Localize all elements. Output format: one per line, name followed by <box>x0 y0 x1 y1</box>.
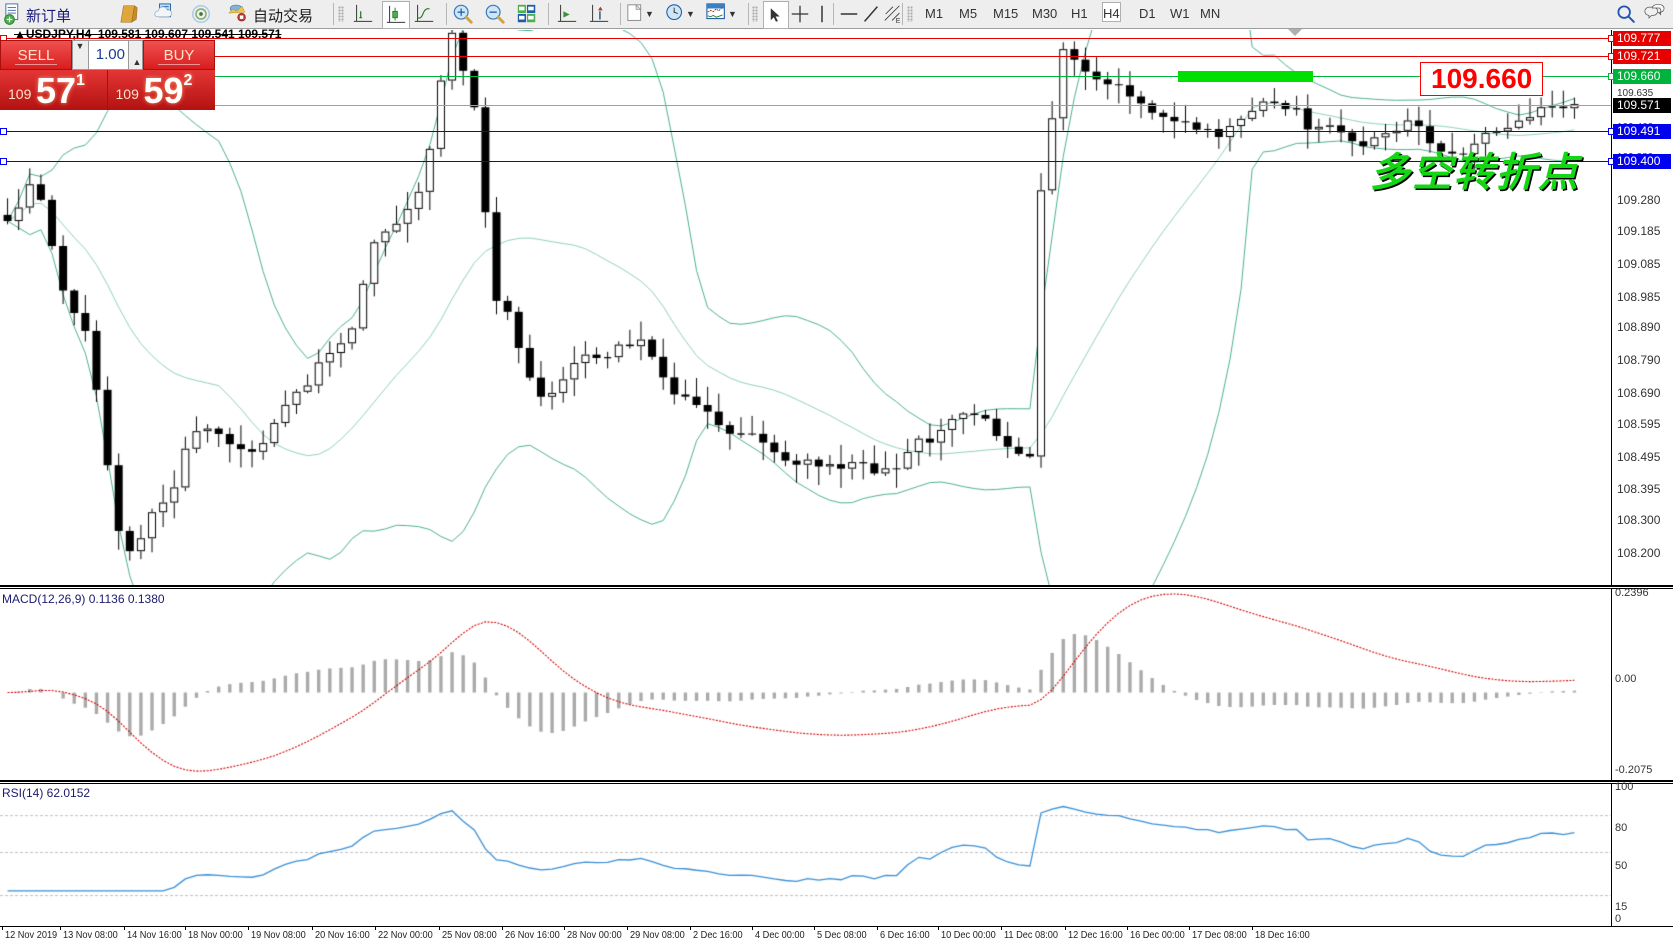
svg-text:E: E <box>896 18 901 25</box>
